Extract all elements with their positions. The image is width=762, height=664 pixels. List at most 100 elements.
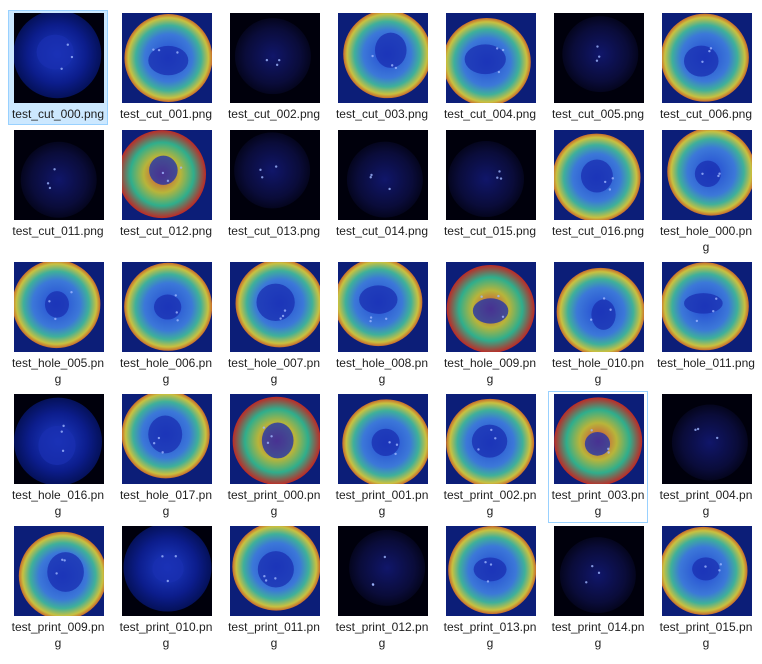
file-item[interactable]: test_cut_013.png	[224, 127, 324, 242]
file-name-label: test_print_014.png	[549, 619, 647, 651]
file-item[interactable]: test_hole_017.png	[116, 391, 216, 523]
image-thumbnail	[446, 130, 536, 220]
image-thumbnail	[14, 130, 104, 220]
file-name-label: test_hole_006.png	[117, 355, 215, 387]
file-item[interactable]: test_print_015.png	[656, 523, 756, 655]
file-name-label: test_cut_012.png	[117, 223, 215, 239]
file-item[interactable]: test_cut_015.png	[440, 127, 540, 242]
image-thumbnail	[122, 394, 212, 484]
file-item[interactable]: test_print_009.png	[8, 523, 108, 655]
file-item[interactable]: test_cut_016.png	[548, 127, 648, 242]
file-name-label: test_print_012.png	[333, 619, 431, 651]
file-name-label: test_print_002.png	[441, 487, 539, 519]
file-name-label: test_hole_016.png	[9, 487, 107, 519]
file-item[interactable]: test_cut_002.png	[224, 10, 324, 125]
file-name-label: test_print_001.png	[333, 487, 431, 519]
image-thumbnail	[230, 394, 320, 484]
image-thumbnail	[662, 13, 752, 103]
file-name-label: test_cut_014.png	[333, 223, 431, 239]
file-item[interactable]: test_hole_000.png	[656, 127, 756, 242]
image-thumbnail	[122, 13, 212, 103]
image-thumbnail	[338, 526, 428, 616]
image-thumbnail	[14, 526, 104, 616]
file-item[interactable]: test_print_001.png	[332, 391, 432, 523]
file-item[interactable]: test_print_000.png	[224, 391, 324, 523]
file-name-label: test_hole_009.png	[441, 355, 539, 387]
image-thumbnail	[338, 262, 428, 352]
file-name-label: test_print_010.png	[117, 619, 215, 651]
file-item[interactable]: test_cut_011.png	[8, 127, 108, 242]
image-thumbnail	[662, 262, 752, 352]
file-item[interactable]: test_hole_016.png	[8, 391, 108, 523]
image-thumbnail	[554, 262, 644, 352]
image-thumbnail	[338, 130, 428, 220]
image-thumbnail	[662, 394, 752, 484]
image-thumbnail	[662, 526, 752, 616]
file-name-label: test_cut_001.png	[117, 106, 215, 122]
image-thumbnail	[122, 526, 212, 616]
file-item[interactable]: test_print_002.png	[440, 391, 540, 523]
file-name-label: test_hole_008.png	[333, 355, 431, 387]
image-thumbnail	[446, 262, 536, 352]
image-thumbnail	[14, 262, 104, 352]
file-name-label: test_cut_016.png	[549, 223, 647, 239]
image-thumbnail	[554, 13, 644, 103]
file-name-label: test_cut_004.png	[441, 106, 539, 122]
file-item[interactable]: test_hole_005.png	[8, 259, 108, 391]
file-item[interactable]: test_hole_008.png	[332, 259, 432, 391]
file-name-label: test_hole_000.png	[657, 223, 755, 255]
file-item[interactable]: test_print_014.png	[548, 523, 648, 655]
file-item[interactable]: test_print_010.png	[116, 523, 216, 655]
file-item[interactable]: test_hole_010.png	[548, 259, 648, 391]
image-thumbnail	[230, 526, 320, 616]
file-item[interactable]: test_hole_011.png	[656, 259, 756, 391]
image-thumbnail	[338, 394, 428, 484]
file-name-label: test_cut_011.png	[9, 223, 107, 239]
file-name-label: test_print_004.png	[657, 487, 755, 519]
image-thumbnail	[230, 262, 320, 352]
file-item[interactable]: test_print_012.png	[332, 523, 432, 655]
image-thumbnail	[554, 526, 644, 616]
image-thumbnail	[554, 394, 644, 484]
file-name-label: test_print_015.png	[657, 619, 755, 651]
file-item[interactable]: test_cut_012.png	[116, 127, 216, 242]
file-name-label: test_print_009.png	[9, 619, 107, 651]
file-name-label: test_cut_013.png	[225, 223, 323, 239]
file-item[interactable]: test_cut_001.png	[116, 10, 216, 125]
image-thumbnail	[14, 13, 104, 103]
file-name-label: test_hole_011.png	[657, 355, 755, 371]
file-item[interactable]: test_hole_006.png	[116, 259, 216, 391]
file-name-label: test_print_013.png	[441, 619, 539, 651]
file-item[interactable]: test_hole_007.png	[224, 259, 324, 391]
image-thumbnail	[14, 394, 104, 484]
file-item[interactable]: test_print_011.png	[224, 523, 324, 655]
file-item[interactable]: test_cut_004.png	[440, 10, 540, 125]
file-item[interactable]: test_cut_003.png	[332, 10, 432, 125]
file-item[interactable]: test_cut_014.png	[332, 127, 432, 242]
file-name-label: test_cut_015.png	[441, 223, 539, 239]
image-thumbnail	[446, 394, 536, 484]
image-thumbnail	[338, 13, 428, 103]
file-item[interactable]: test_cut_005.png	[548, 10, 648, 125]
file-item[interactable]: test_hole_009.png	[440, 259, 540, 391]
image-thumbnail	[122, 130, 212, 220]
image-thumbnail	[662, 130, 752, 220]
file-name-label: test_cut_003.png	[333, 106, 431, 122]
file-name-label: test_cut_006.png	[657, 106, 755, 122]
file-name-label: test_print_003.png	[549, 487, 647, 519]
image-thumbnail	[230, 13, 320, 103]
file-name-label: test_hole_005.png	[9, 355, 107, 387]
file-item[interactable]: test_print_004.png	[656, 391, 756, 523]
image-thumbnail	[446, 526, 536, 616]
file-item[interactable]: test_cut_006.png	[656, 10, 756, 125]
file-name-label: test_cut_000.png	[9, 106, 107, 122]
file-name-label: test_hole_017.png	[117, 487, 215, 519]
file-name-label: test_print_011.png	[225, 619, 323, 651]
file-item[interactable]: test_print_003.png	[548, 391, 648, 523]
file-name-label: test_cut_002.png	[225, 106, 323, 122]
file-item[interactable]: test_print_013.png	[440, 523, 540, 655]
image-thumbnail	[446, 13, 536, 103]
image-thumbnail	[230, 130, 320, 220]
file-item[interactable]: test_cut_000.png	[8, 10, 108, 125]
file-name-label: test_cut_005.png	[549, 106, 647, 122]
